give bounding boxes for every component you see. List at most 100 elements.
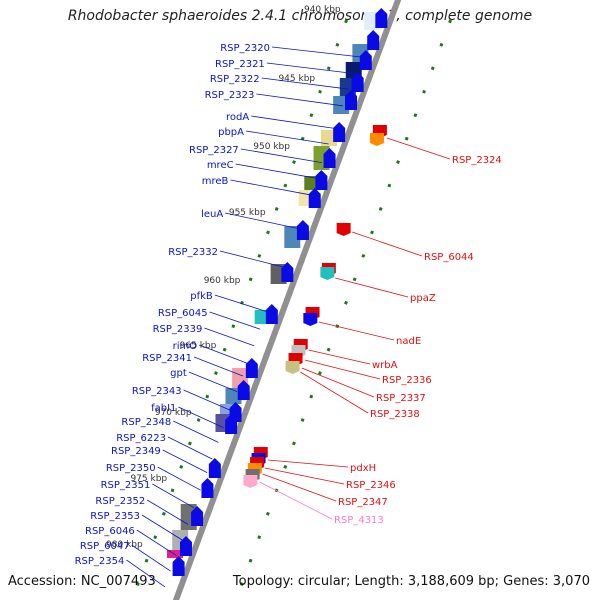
reverse-gene-arrow: [285, 361, 300, 374]
leader-line-left: [251, 115, 335, 129]
scale-tick-label: 955 kbp: [229, 208, 266, 218]
leader-line-left: [188, 371, 238, 392]
reverse-gene-arrow: [303, 313, 318, 326]
leader-line-left: [157, 466, 201, 491]
leader-line-right: [300, 371, 369, 414]
forward-gene-arrow: [333, 122, 346, 142]
forward-gene-arrow: [308, 188, 321, 208]
gene-label-right: RSP_2347: [338, 497, 388, 508]
leader-line-left: [214, 294, 267, 312]
gene-label-left: mreB: [202, 176, 229, 187]
gene-label-left: RSP_2339: [153, 324, 203, 335]
leader-line-right: [264, 467, 345, 485]
gene-label-right: RSP_2337: [376, 393, 426, 404]
leader-line-left: [256, 93, 343, 107]
backbone-line: [172, 0, 402, 600]
gene-label-left: RSP_2353: [90, 511, 140, 522]
leader-line-left: [225, 212, 298, 229]
gene-label-left: RSP_2322: [210, 74, 260, 85]
leader-line-left: [141, 514, 183, 541]
gene-label-left: fabI1: [151, 403, 176, 414]
scale-tick-label: 950 kbp: [253, 142, 290, 152]
forward-gene-arrow: [179, 536, 192, 556]
leader-line-left: [167, 436, 213, 460]
leader-line-left: [178, 406, 224, 429]
gene-label-right: nadE: [396, 336, 421, 347]
leader-line-left: [162, 449, 208, 473]
forward-gene-arrow: [225, 414, 238, 434]
scale-tick-label: 965 kbp: [180, 341, 217, 351]
gene-label-right: RSP_2324: [452, 155, 502, 166]
forward-gene-arrow: [208, 458, 221, 478]
gene-label-left: RSP_2320: [220, 43, 270, 54]
forward-gene-arrow: [191, 506, 204, 526]
leader-line-left: [240, 148, 322, 163]
gene-label-right: RSP_6044: [424, 252, 474, 263]
gene-label-left: RSP_2348: [121, 417, 171, 428]
map-title: Rhodobacter sphaeroides 2.4.1 chromosome…: [67, 8, 533, 24]
scale-tick-label: 945 kbp: [278, 74, 315, 84]
topology-stats: Topology: circular; Length: 3,188,609 bp…: [232, 574, 590, 589]
scale-tick-label: 980 kbp: [106, 540, 143, 550]
gene-label-left: RSP_2341: [142, 353, 192, 364]
gene-label-left: RSP_2350: [106, 463, 156, 474]
forward-gene-arrow: [245, 358, 258, 378]
forward-gene-arrow: [201, 478, 214, 498]
gene-label-left: pfkB: [190, 291, 213, 302]
forward-gene-arrow: [375, 8, 388, 28]
leader-line-left: [173, 420, 219, 443]
forward-gene-arrow: [351, 72, 364, 92]
leader-line-left: [193, 356, 244, 377]
scale-tick-label: 940 kbp: [304, 5, 341, 15]
leader-line-left: [235, 163, 317, 179]
leader-line-right: [386, 137, 451, 160]
gene-label-right: wrbA: [372, 360, 398, 371]
gene-label-left: RSP_2327: [189, 145, 239, 156]
gene-label-right: ppaZ: [410, 293, 436, 304]
leader-line-left: [261, 77, 350, 90]
leader-line-left: [209, 311, 261, 330]
forward-gene-arrow: [296, 220, 309, 240]
leader-line-right: [301, 367, 375, 398]
leader-line-right: [262, 473, 337, 502]
leader-line-right: [259, 481, 333, 520]
forward-gene-arrow: [237, 380, 250, 400]
leader-line-left: [204, 327, 255, 347]
gene-label-left: rimO: [173, 341, 198, 352]
gene-label-right: RSP_2336: [382, 375, 432, 386]
gene-label-right: RSP_2338: [370, 409, 420, 420]
leader-line-left: [199, 344, 248, 364]
leader-line-right: [352, 231, 423, 257]
gene-feature-block: [284, 226, 301, 248]
leader-line-left: [131, 544, 171, 572]
scale-tick-label: 975 kbp: [130, 474, 167, 484]
leader-line-left: [126, 559, 166, 588]
leader-line-right: [318, 321, 395, 341]
gene-label-left: RSP_2349: [111, 446, 161, 457]
gene-label-left: gpt: [170, 368, 187, 379]
forward-gene-arrow: [359, 50, 372, 70]
gene-label-left: RSP_2321: [215, 59, 265, 70]
gene-feature-block: [225, 388, 242, 404]
leader-line-right: [335, 277, 409, 298]
gene-label-left: leuA: [201, 209, 223, 220]
gene-label-left: rodA: [226, 112, 249, 123]
leader-line-left: [183, 389, 231, 411]
reverse-gene-arrow: [369, 133, 384, 146]
gene-feature-block: [320, 130, 337, 146]
forward-gene-arrow: [323, 148, 336, 168]
gene-label-left: RSP_6223: [116, 433, 166, 444]
reverse-gene-arrow: [336, 223, 351, 236]
leader-line-left: [219, 250, 284, 268]
forward-gene-arrow: [367, 30, 380, 50]
gene-label-left: RSP_2343: [132, 386, 182, 397]
leader-line-right: [304, 359, 381, 380]
leader-line-left: [230, 179, 310, 196]
gene-label-right: pdxH: [350, 463, 376, 474]
gene-label-left: RSP_2332: [168, 247, 218, 258]
leader-line-left: [136, 529, 177, 556]
gene-label-right: RSP_2346: [346, 480, 396, 491]
forward-gene-arrow: [315, 170, 328, 190]
